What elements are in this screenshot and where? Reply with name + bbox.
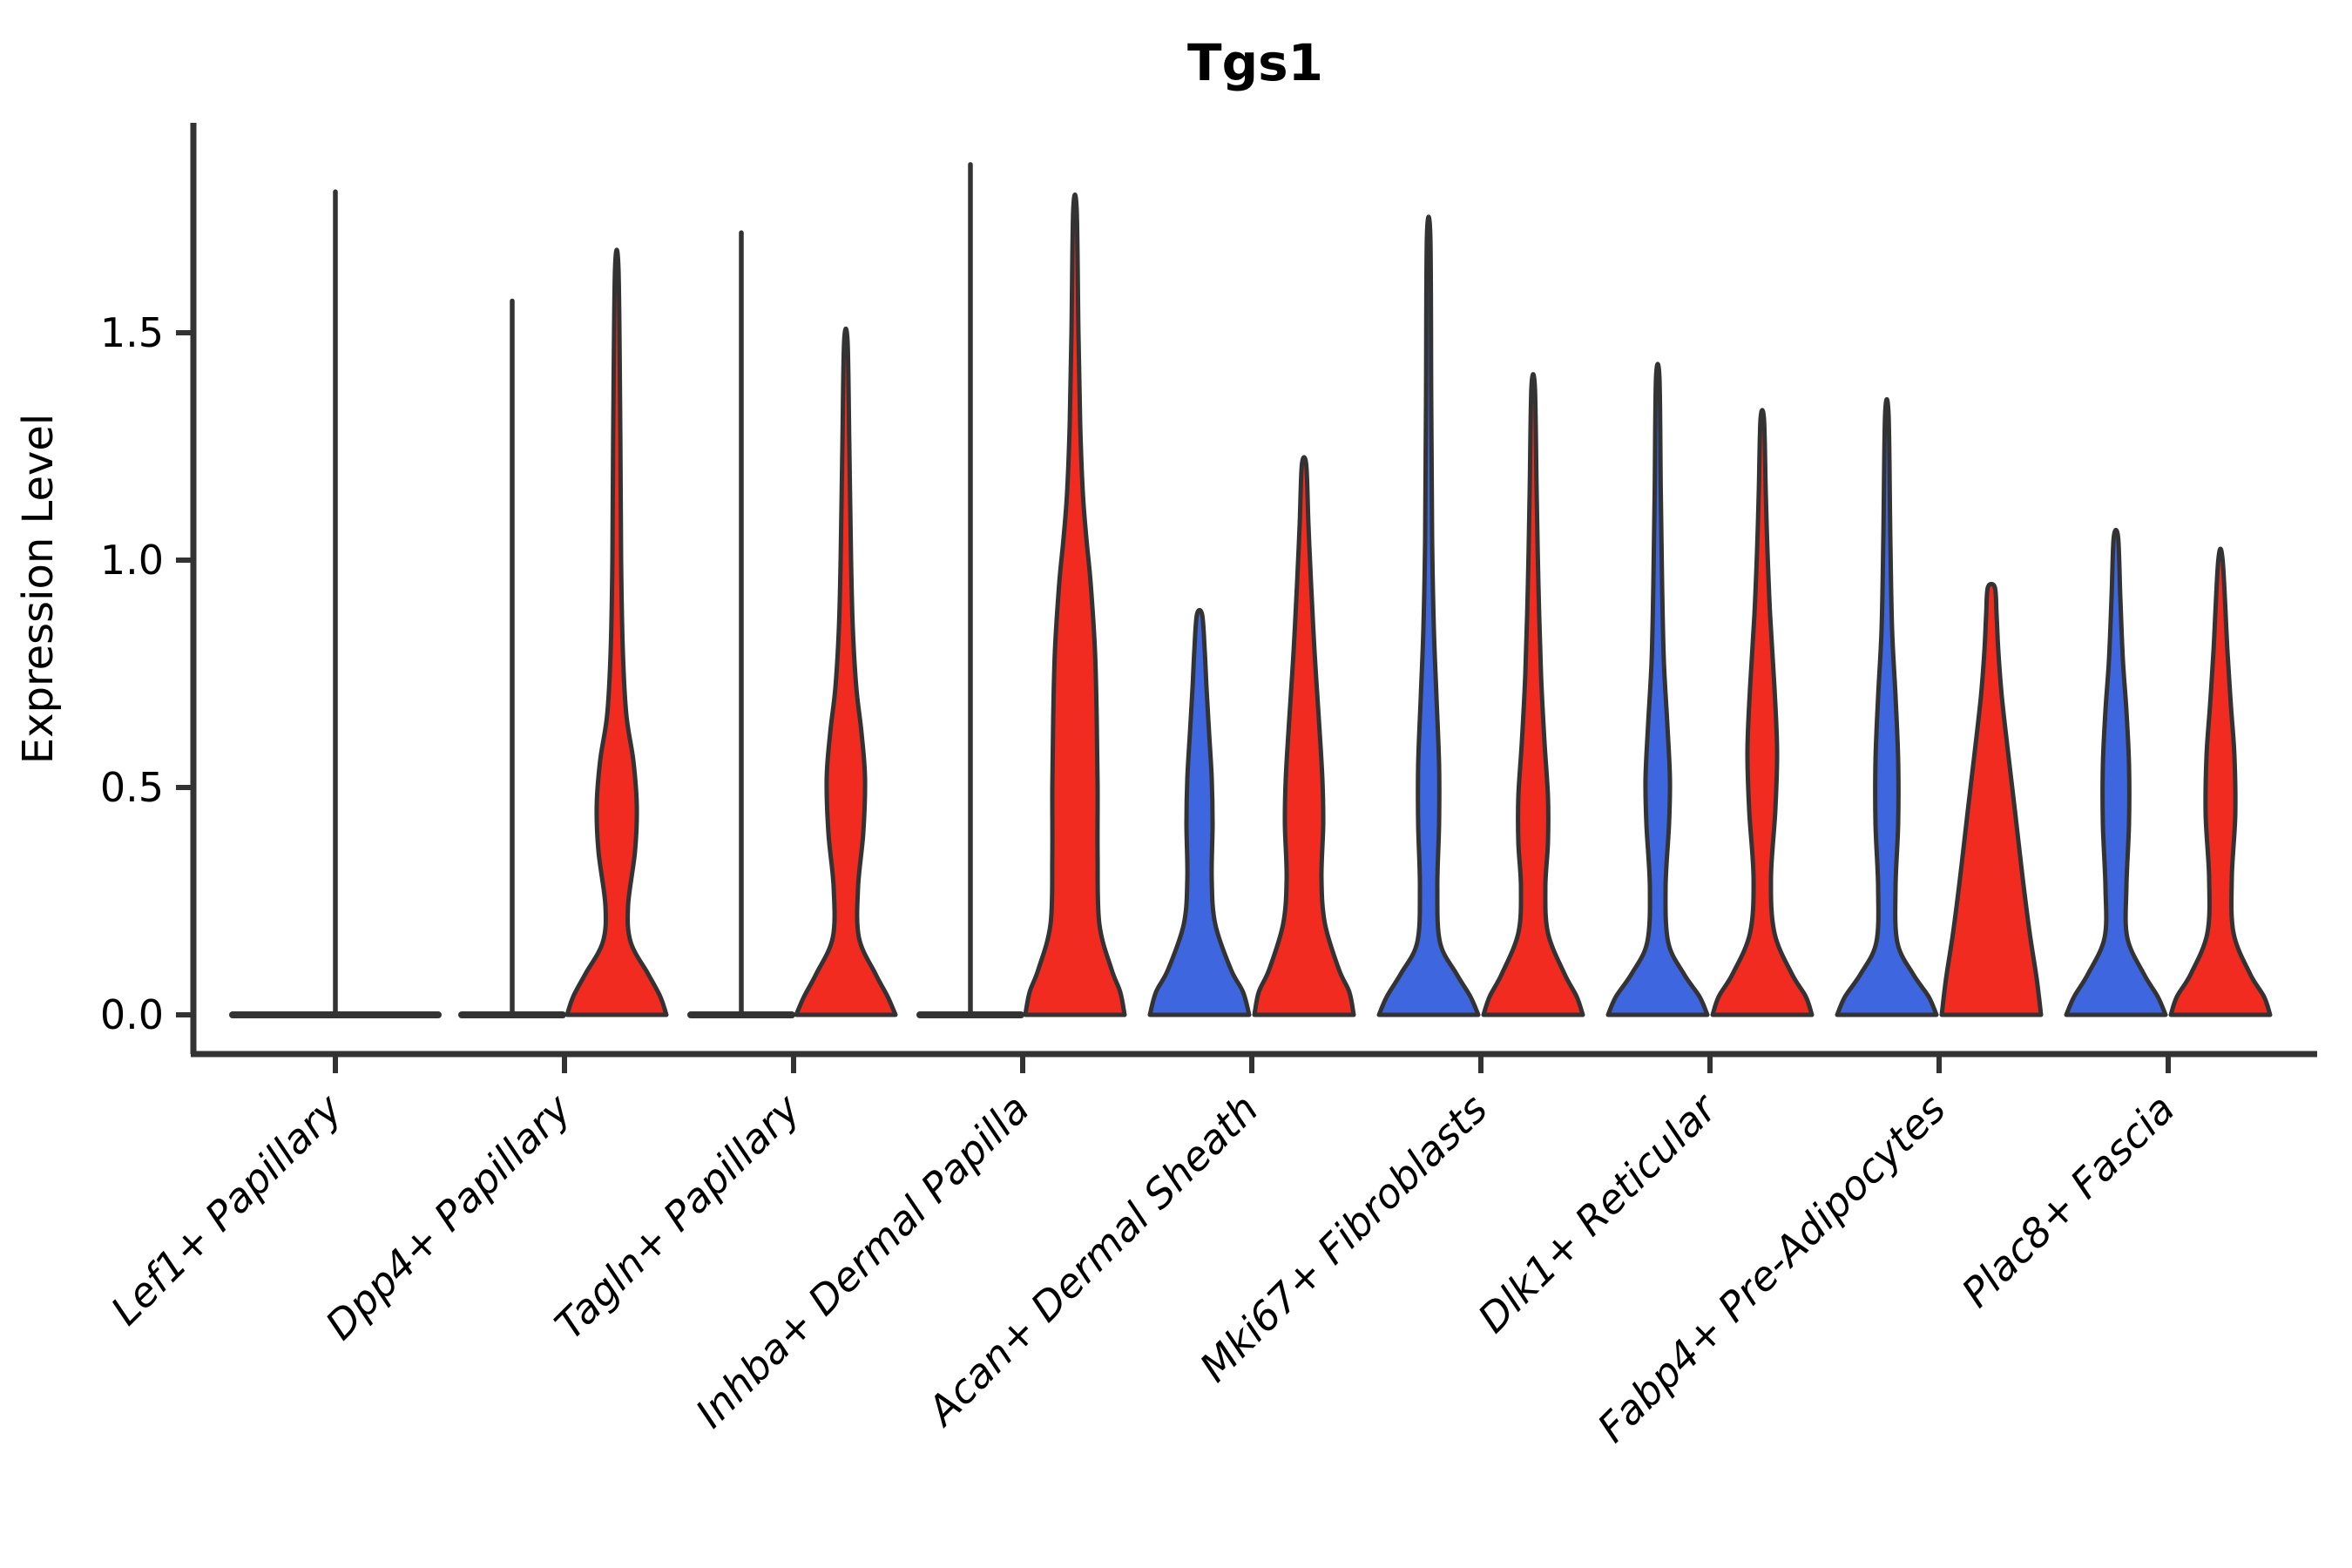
violin-group-fabp4-pre-adipocytes — [1835, 396, 2044, 1017]
y-axis-label: Expression Level — [14, 414, 63, 765]
violin-mki67-fibroblasts-left — [1376, 214, 1481, 1017]
violin-group-dlk1-reticular — [1605, 362, 1815, 1017]
violin-group-lef1-papillary — [229, 189, 442, 1018]
violin-dlk1-reticular-right — [1710, 408, 1815, 1017]
axes — [176, 123, 2317, 1073]
violin-group-tagln-papillary — [687, 230, 898, 1018]
violin-plac8-fascia-left — [2064, 527, 2168, 1017]
y-tick-label: 1.0 — [100, 537, 164, 584]
violin-group-inhba-dermal-papilla — [916, 162, 1127, 1018]
violin-mki67-fibroblasts-right — [1481, 372, 1585, 1017]
violin-dlk1-reticular-left — [1605, 362, 1710, 1017]
violin-fabp4-pre-adipocytes-left — [1835, 396, 1939, 1017]
violin-acan-dermal-sheath-left — [1147, 607, 1252, 1017]
violin-dpp4-papillary-right — [564, 247, 669, 1017]
violin-plac8-fascia-right — [2168, 546, 2273, 1017]
violin-tagln-papillary-right — [794, 326, 898, 1017]
chart-title: Tgs1 — [1187, 33, 1323, 92]
violin-inhba-dermal-papilla-right — [1023, 192, 1127, 1017]
violin-fabp4-pre-adipocytes-right — [1939, 581, 2044, 1017]
violins-layer — [229, 162, 2273, 1018]
y-tick-label: 0.5 — [100, 764, 164, 811]
y-tick-label: 0.0 — [100, 991, 164, 1038]
y-tick-label: 1.5 — [100, 309, 164, 356]
violin-group-dpp4-papillary — [458, 247, 669, 1018]
violin-group-acan-dermal-sheath — [1147, 455, 1356, 1017]
violin-group-mki67-fibroblasts — [1376, 214, 1585, 1017]
violin-acan-dermal-sheath-right — [1252, 455, 1356, 1017]
violin-group-plac8-fascia — [2064, 527, 2273, 1017]
